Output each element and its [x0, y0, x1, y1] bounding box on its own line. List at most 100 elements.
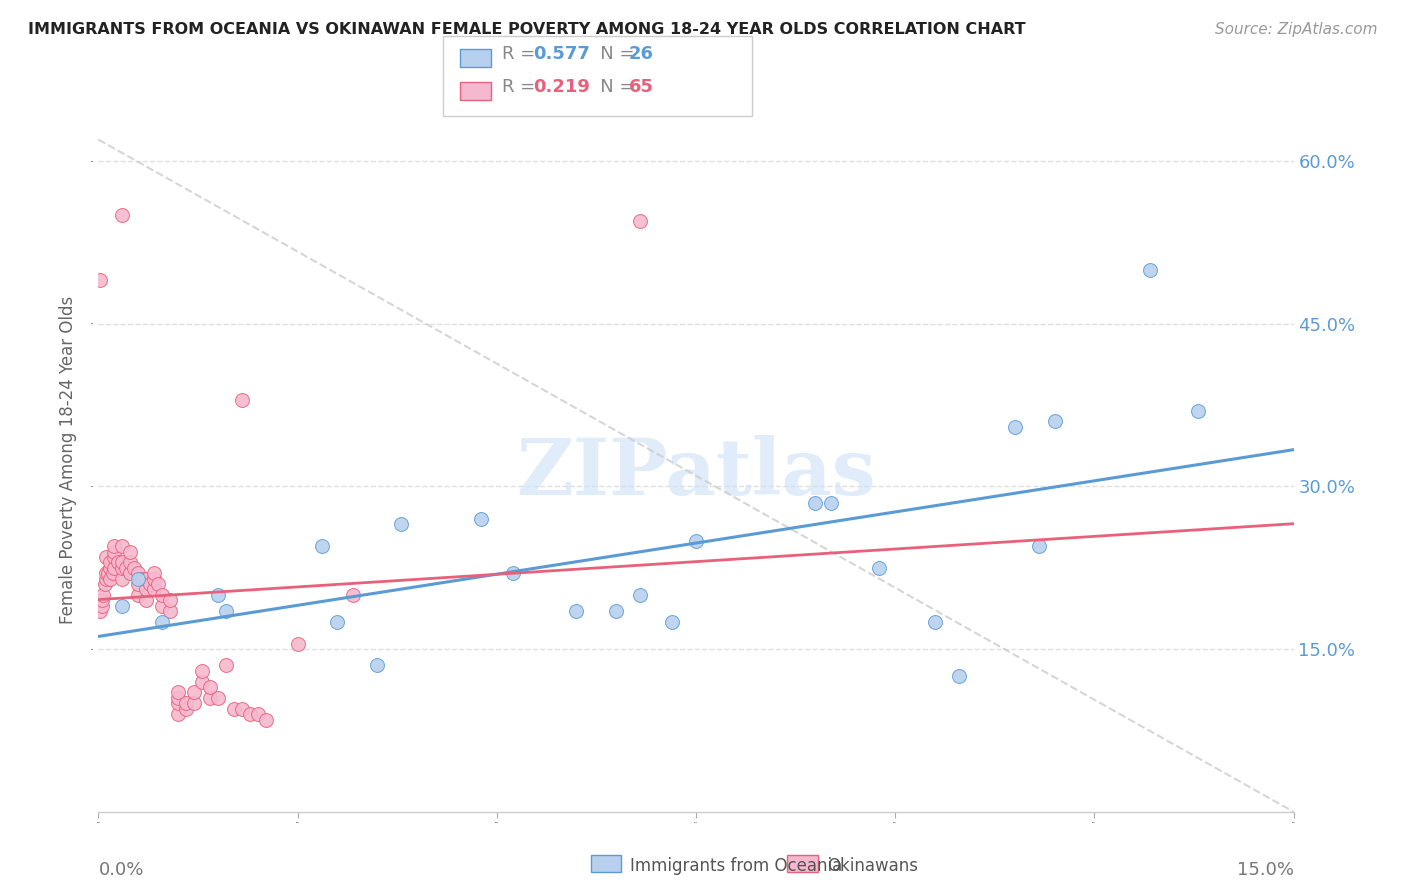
Point — [135, 593, 157, 607]
Point — [191, 664, 214, 678]
Point — [150, 599, 173, 613]
Point — [89, 604, 111, 618]
Point — [98, 555, 122, 569]
Text: 0.0%: 0.0% — [98, 861, 143, 879]
Point — [502, 566, 524, 581]
Point — [470, 512, 492, 526]
Point — [924, 615, 946, 629]
Point — [159, 604, 181, 618]
Point — [90, 599, 112, 613]
Point — [1139, 262, 1161, 277]
Point — [120, 544, 142, 558]
Point — [191, 674, 214, 689]
Point — [868, 561, 890, 575]
Point — [98, 561, 122, 575]
Point — [143, 572, 166, 586]
Text: Okinawans: Okinawans — [827, 857, 918, 875]
Point — [94, 577, 117, 591]
Point — [143, 582, 166, 597]
Point — [1028, 539, 1050, 553]
Point — [183, 696, 205, 710]
Text: N =: N = — [583, 45, 641, 63]
Point — [98, 572, 121, 586]
Point — [661, 615, 683, 629]
Point — [685, 533, 707, 548]
Point — [111, 572, 134, 586]
Point — [127, 572, 149, 586]
Point — [948, 669, 970, 683]
Point — [135, 572, 157, 586]
Point — [167, 707, 190, 722]
Text: R =: R = — [502, 78, 541, 96]
Point — [389, 517, 412, 532]
Point — [148, 577, 170, 591]
Point — [159, 593, 181, 607]
Point — [127, 588, 149, 602]
Point — [215, 604, 238, 618]
Text: 0.219: 0.219 — [533, 78, 589, 96]
Point — [127, 577, 149, 591]
Point — [605, 604, 627, 618]
Point — [120, 566, 142, 581]
Point — [111, 561, 134, 575]
Point — [198, 680, 221, 694]
Point — [804, 496, 827, 510]
Point — [366, 658, 388, 673]
Point — [1043, 414, 1066, 428]
Point — [167, 690, 190, 705]
Point — [103, 539, 125, 553]
Text: ZIPatlas: ZIPatlas — [516, 435, 876, 511]
Point — [1004, 420, 1026, 434]
Point — [107, 555, 129, 569]
Point — [565, 604, 588, 618]
Point — [207, 690, 229, 705]
Point — [342, 588, 364, 602]
Point — [174, 696, 197, 710]
Point — [215, 658, 238, 673]
Point — [131, 572, 153, 586]
Text: R =: R = — [502, 45, 541, 63]
Point — [183, 685, 205, 699]
Point — [89, 273, 111, 287]
Text: N =: N = — [583, 78, 641, 96]
Point — [287, 637, 309, 651]
Point — [111, 209, 134, 223]
Point — [120, 555, 142, 569]
Point — [139, 577, 162, 591]
Point — [91, 593, 114, 607]
Point — [124, 561, 146, 575]
Point — [103, 544, 125, 558]
Text: Immigrants from Oceania: Immigrants from Oceania — [630, 857, 842, 875]
Point — [97, 566, 120, 581]
Text: IMMIGRANTS FROM OCEANIA VS OKINAWAN FEMALE POVERTY AMONG 18-24 YEAR OLDS CORRELA: IMMIGRANTS FROM OCEANIA VS OKINAWAN FEMA… — [28, 22, 1026, 37]
Point — [1187, 403, 1209, 417]
Text: Source: ZipAtlas.com: Source: ZipAtlas.com — [1215, 22, 1378, 37]
Point — [628, 214, 651, 228]
Point — [111, 539, 134, 553]
Point — [103, 561, 125, 575]
Point — [231, 392, 253, 407]
Point — [207, 588, 229, 602]
Point — [101, 566, 124, 581]
Point — [198, 690, 221, 705]
Point — [111, 555, 134, 569]
Point — [96, 566, 118, 581]
Point — [91, 588, 114, 602]
Point — [239, 707, 262, 722]
Point — [127, 566, 149, 581]
Point — [103, 549, 125, 564]
Point — [115, 561, 138, 575]
Point — [96, 572, 118, 586]
Text: 65: 65 — [628, 78, 654, 96]
Point — [222, 702, 245, 716]
Text: 26: 26 — [628, 45, 654, 63]
Point — [820, 496, 842, 510]
Point — [254, 713, 277, 727]
Point — [111, 599, 134, 613]
Point — [246, 707, 269, 722]
Point — [143, 566, 166, 581]
Point — [167, 696, 190, 710]
Point — [231, 702, 253, 716]
Point — [628, 588, 651, 602]
Point — [150, 615, 173, 629]
